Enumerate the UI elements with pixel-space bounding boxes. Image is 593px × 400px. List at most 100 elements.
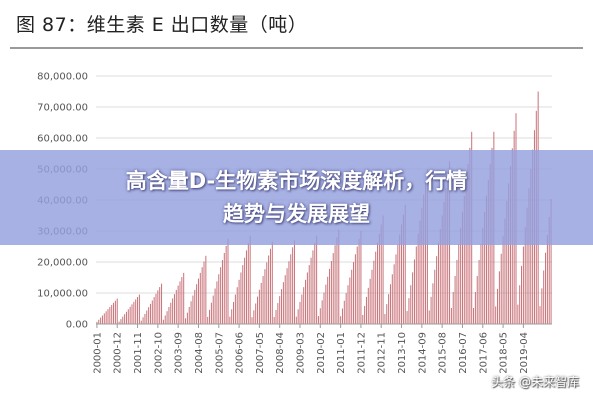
chart-bar (345, 293, 347, 324)
chart-bar (210, 302, 212, 324)
chart-bar (545, 252, 547, 324)
chart-bar (317, 316, 319, 324)
chart-bar (116, 298, 118, 324)
chart-bar (399, 234, 401, 324)
chart-bar (305, 279, 307, 324)
axes (96, 323, 552, 328)
chart-bar (142, 317, 144, 324)
chart-bar (238, 279, 240, 324)
chart-bar (301, 294, 303, 324)
chart-bar (271, 241, 273, 324)
overlay-banner (0, 150, 593, 245)
chart-bar (207, 316, 209, 324)
chart-bar (173, 294, 175, 324)
chart-bar (412, 272, 414, 324)
chart-bar (242, 265, 244, 324)
chart-bar (506, 201, 508, 324)
x-tick-label: 2015-08 (438, 332, 449, 374)
chart-bar (188, 306, 190, 324)
chart-bar (439, 229, 441, 324)
chart-bar (330, 260, 332, 324)
chart-bar (146, 310, 148, 324)
chart-bar (103, 313, 105, 324)
chart-bar (203, 261, 205, 324)
x-tick-label: 2012-11 (377, 332, 388, 374)
chart-bar (201, 267, 203, 324)
chart-bar (240, 272, 242, 324)
chart-bar (212, 295, 214, 324)
chart-bar (415, 246, 417, 324)
x-tick-label: 2017-06 (478, 332, 489, 374)
chart-bar (137, 297, 139, 324)
chart-bar (482, 227, 484, 324)
chart-bar (528, 188, 530, 325)
chart-bar (508, 183, 510, 324)
chart-bar (247, 243, 249, 324)
chart-bar (258, 289, 260, 324)
x-tick-label: 2013-10 (397, 332, 408, 374)
chart-bar (194, 289, 196, 324)
chart-bar (164, 315, 166, 324)
chart-bar (463, 195, 465, 324)
chart-bar (319, 308, 321, 324)
chart-bar (220, 267, 222, 324)
chart-bar (262, 276, 264, 324)
chart-bar (129, 306, 131, 324)
chart-bar (131, 304, 133, 324)
x-tick-label: 2001-11 (133, 332, 144, 374)
chart-bar (456, 259, 458, 324)
chart-bar (546, 234, 548, 325)
chart-bar (273, 317, 275, 324)
chart-bar (233, 301, 235, 324)
chart-bar (349, 277, 351, 324)
chart-bar (162, 319, 164, 324)
chart-bar (378, 233, 380, 324)
chart-bar (251, 317, 253, 324)
chart-bar (216, 281, 218, 325)
chart-bar (406, 311, 408, 324)
chart-bar (236, 287, 238, 324)
chart-bar (297, 309, 299, 324)
chart-bar (192, 295, 194, 324)
chart-bar (299, 301, 301, 324)
chart-bar (338, 229, 340, 324)
chart-bar (550, 199, 552, 324)
chart-bar (149, 303, 151, 324)
chart-bar (288, 261, 290, 324)
chart-bar (504, 218, 506, 324)
chart-bar (205, 255, 207, 324)
chart-bar (268, 255, 270, 324)
chart-bar (277, 303, 279, 324)
chart-bar (127, 309, 129, 324)
chart-bar (290, 254, 292, 324)
chart-bar (140, 320, 142, 324)
chart-bar (517, 304, 519, 325)
chart-bar (231, 309, 233, 324)
banner-line-1: 高含量D-生物素市场深度解析，行情 (125, 169, 468, 193)
chart-bar (266, 262, 268, 324)
chart-bar (450, 307, 452, 324)
chart-bar (478, 259, 480, 324)
chart-bar (539, 306, 541, 324)
banner-headline: 高含量D-生物素市场深度解析，行情 趋势与发展展望 (0, 165, 593, 231)
chart-bar (105, 311, 107, 324)
y-tick-label: 80,000.00 (37, 72, 88, 83)
chart-bar (308, 265, 310, 324)
chart-bar (519, 285, 521, 324)
chart-bar (199, 272, 201, 324)
chart-bar (341, 308, 343, 324)
chart-bar (234, 294, 236, 324)
chart-bar (336, 237, 338, 324)
chart-bar (269, 248, 271, 324)
chart-bar (461, 211, 463, 324)
chart-bar (185, 318, 187, 324)
banner-line-2: 趋势与发展展望 (223, 202, 370, 226)
chart-bar (225, 245, 227, 324)
bars (96, 91, 552, 325)
chart-bar (118, 321, 120, 324)
x-tick-label: 2006-06 (235, 332, 246, 374)
chart-bar (284, 275, 286, 324)
chart-bar (323, 292, 325, 324)
chart-bar (253, 310, 255, 324)
chart-bar (391, 274, 393, 324)
